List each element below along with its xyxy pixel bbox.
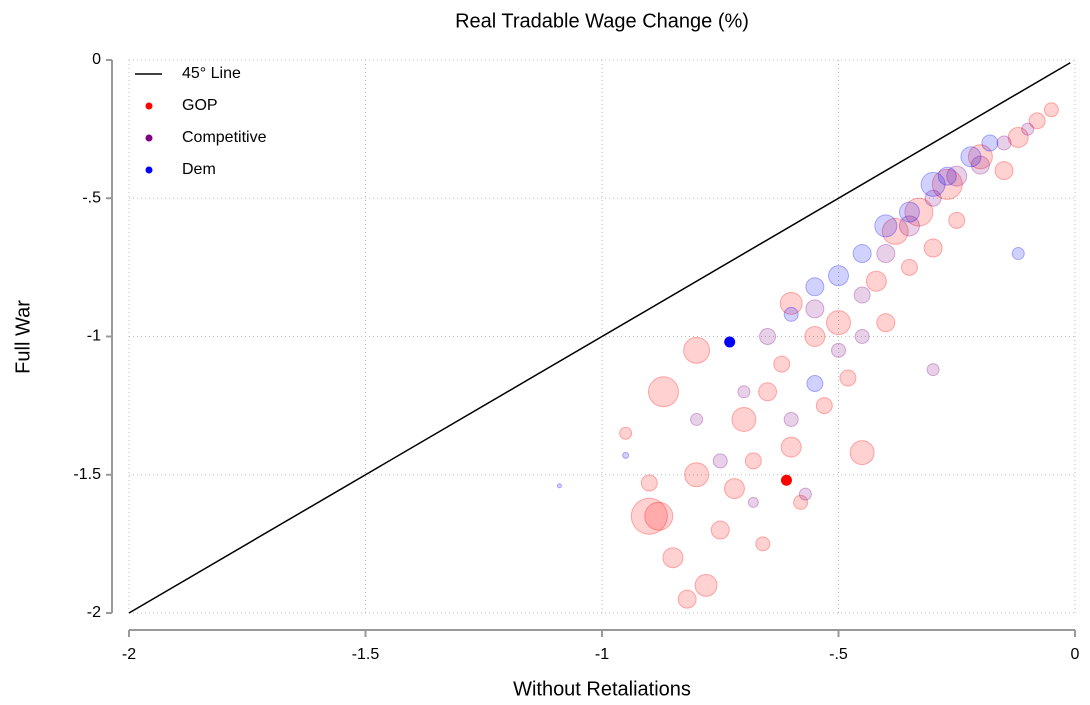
bubble	[804, 326, 826, 347]
bubble	[881, 217, 909, 245]
bubble	[874, 214, 898, 238]
y-tick-label: -2	[87, 604, 101, 621]
x-tick-label: 0	[1071, 646, 1080, 663]
legend-label: 45° Line	[182, 65, 241, 82]
bubble	[737, 385, 751, 399]
bubble	[793, 494, 809, 510]
bubble	[948, 211, 966, 229]
bubble	[876, 313, 896, 333]
bubble	[690, 412, 704, 426]
bubble	[865, 270, 887, 292]
bubble	[747, 496, 759, 508]
bubble	[876, 244, 896, 264]
bubble	[831, 342, 846, 358]
x-tick-label: -1.5	[352, 646, 380, 663]
bubble	[647, 376, 679, 408]
bubble	[931, 168, 963, 200]
bubble	[798, 487, 812, 501]
bubble	[852, 244, 872, 264]
highlight-point	[724, 336, 736, 348]
bubble	[960, 146, 982, 168]
bubble	[828, 265, 849, 287]
bubble	[937, 166, 957, 186]
bubble	[839, 369, 857, 387]
bubble	[970, 155, 990, 175]
bubble	[683, 336, 711, 364]
bubble	[904, 197, 934, 227]
bubble	[924, 189, 942, 207]
bubble	[1007, 126, 1029, 148]
y-tick-label: -.5	[82, 189, 101, 206]
bubble	[723, 478, 745, 500]
y-tick-label: -1.5	[73, 466, 101, 483]
bubble	[805, 299, 825, 319]
x-tick-label: -2	[122, 646, 136, 663]
legend-label: Dem	[182, 161, 216, 178]
bubble	[826, 310, 851, 336]
bubble	[755, 536, 771, 552]
bubble	[898, 215, 920, 237]
y-tick-label: -1	[87, 328, 101, 345]
bubble	[1028, 112, 1046, 130]
x-tick-label: -.5	[829, 646, 848, 663]
bubble	[849, 440, 875, 466]
bubble	[710, 520, 730, 540]
bubble	[780, 436, 802, 458]
highlight-point	[780, 474, 792, 486]
bubble	[946, 165, 968, 187]
grid: -2 -1.5 -1 -.5 0 -2 -1.5 -1 -.5 0	[73, 51, 1079, 663]
bubble	[805, 277, 825, 297]
bubble	[806, 375, 824, 393]
bubble	[677, 589, 697, 609]
legend-marker	[145, 134, 153, 142]
bubble	[779, 291, 803, 315]
bubble	[694, 573, 718, 597]
bubble	[556, 483, 562, 489]
legend-marker	[145, 166, 153, 174]
bubble	[1021, 122, 1035, 136]
chart-title: Real Tradable Wage Change (%)	[455, 10, 749, 32]
bubble	[783, 306, 799, 322]
bubble	[712, 453, 728, 469]
bubble	[640, 474, 658, 492]
y-tick-label: 0	[92, 51, 101, 68]
bubble	[900, 258, 918, 276]
bubble	[994, 161, 1014, 181]
x-tick-label: -1	[595, 646, 609, 663]
x-axis-title: Without Retaliations	[513, 678, 691, 700]
legend: 45° Line GOP Competitive Dem	[135, 65, 267, 178]
legend-label: Competitive	[182, 129, 267, 146]
bubble	[923, 238, 943, 258]
bubble	[773, 355, 791, 373]
bubble	[853, 286, 871, 304]
bubble	[981, 134, 999, 152]
bubble	[1043, 102, 1059, 118]
bubble	[898, 201, 920, 223]
bubble	[731, 406, 757, 432]
bubble	[622, 451, 630, 459]
plot-area	[128, 62, 1071, 614]
bubble	[920, 171, 946, 197]
bubble	[815, 397, 833, 415]
y-axis-title: Full War	[12, 300, 34, 374]
bubble	[783, 411, 799, 427]
bubble	[744, 452, 762, 470]
bubble	[854, 329, 870, 344]
legend-marker	[145, 102, 153, 110]
bubble	[630, 497, 668, 535]
bubble	[967, 144, 993, 170]
bubble	[926, 363, 940, 377]
bubble	[644, 501, 674, 531]
bubble	[662, 547, 684, 569]
bubble	[684, 462, 710, 488]
bubble	[1011, 247, 1025, 261]
bubble	[758, 382, 778, 402]
legend-label: GOP	[182, 97, 218, 114]
bubble	[996, 135, 1012, 151]
bubble	[619, 426, 633, 440]
reference-line	[128, 62, 1071, 614]
bubble	[759, 328, 777, 345]
